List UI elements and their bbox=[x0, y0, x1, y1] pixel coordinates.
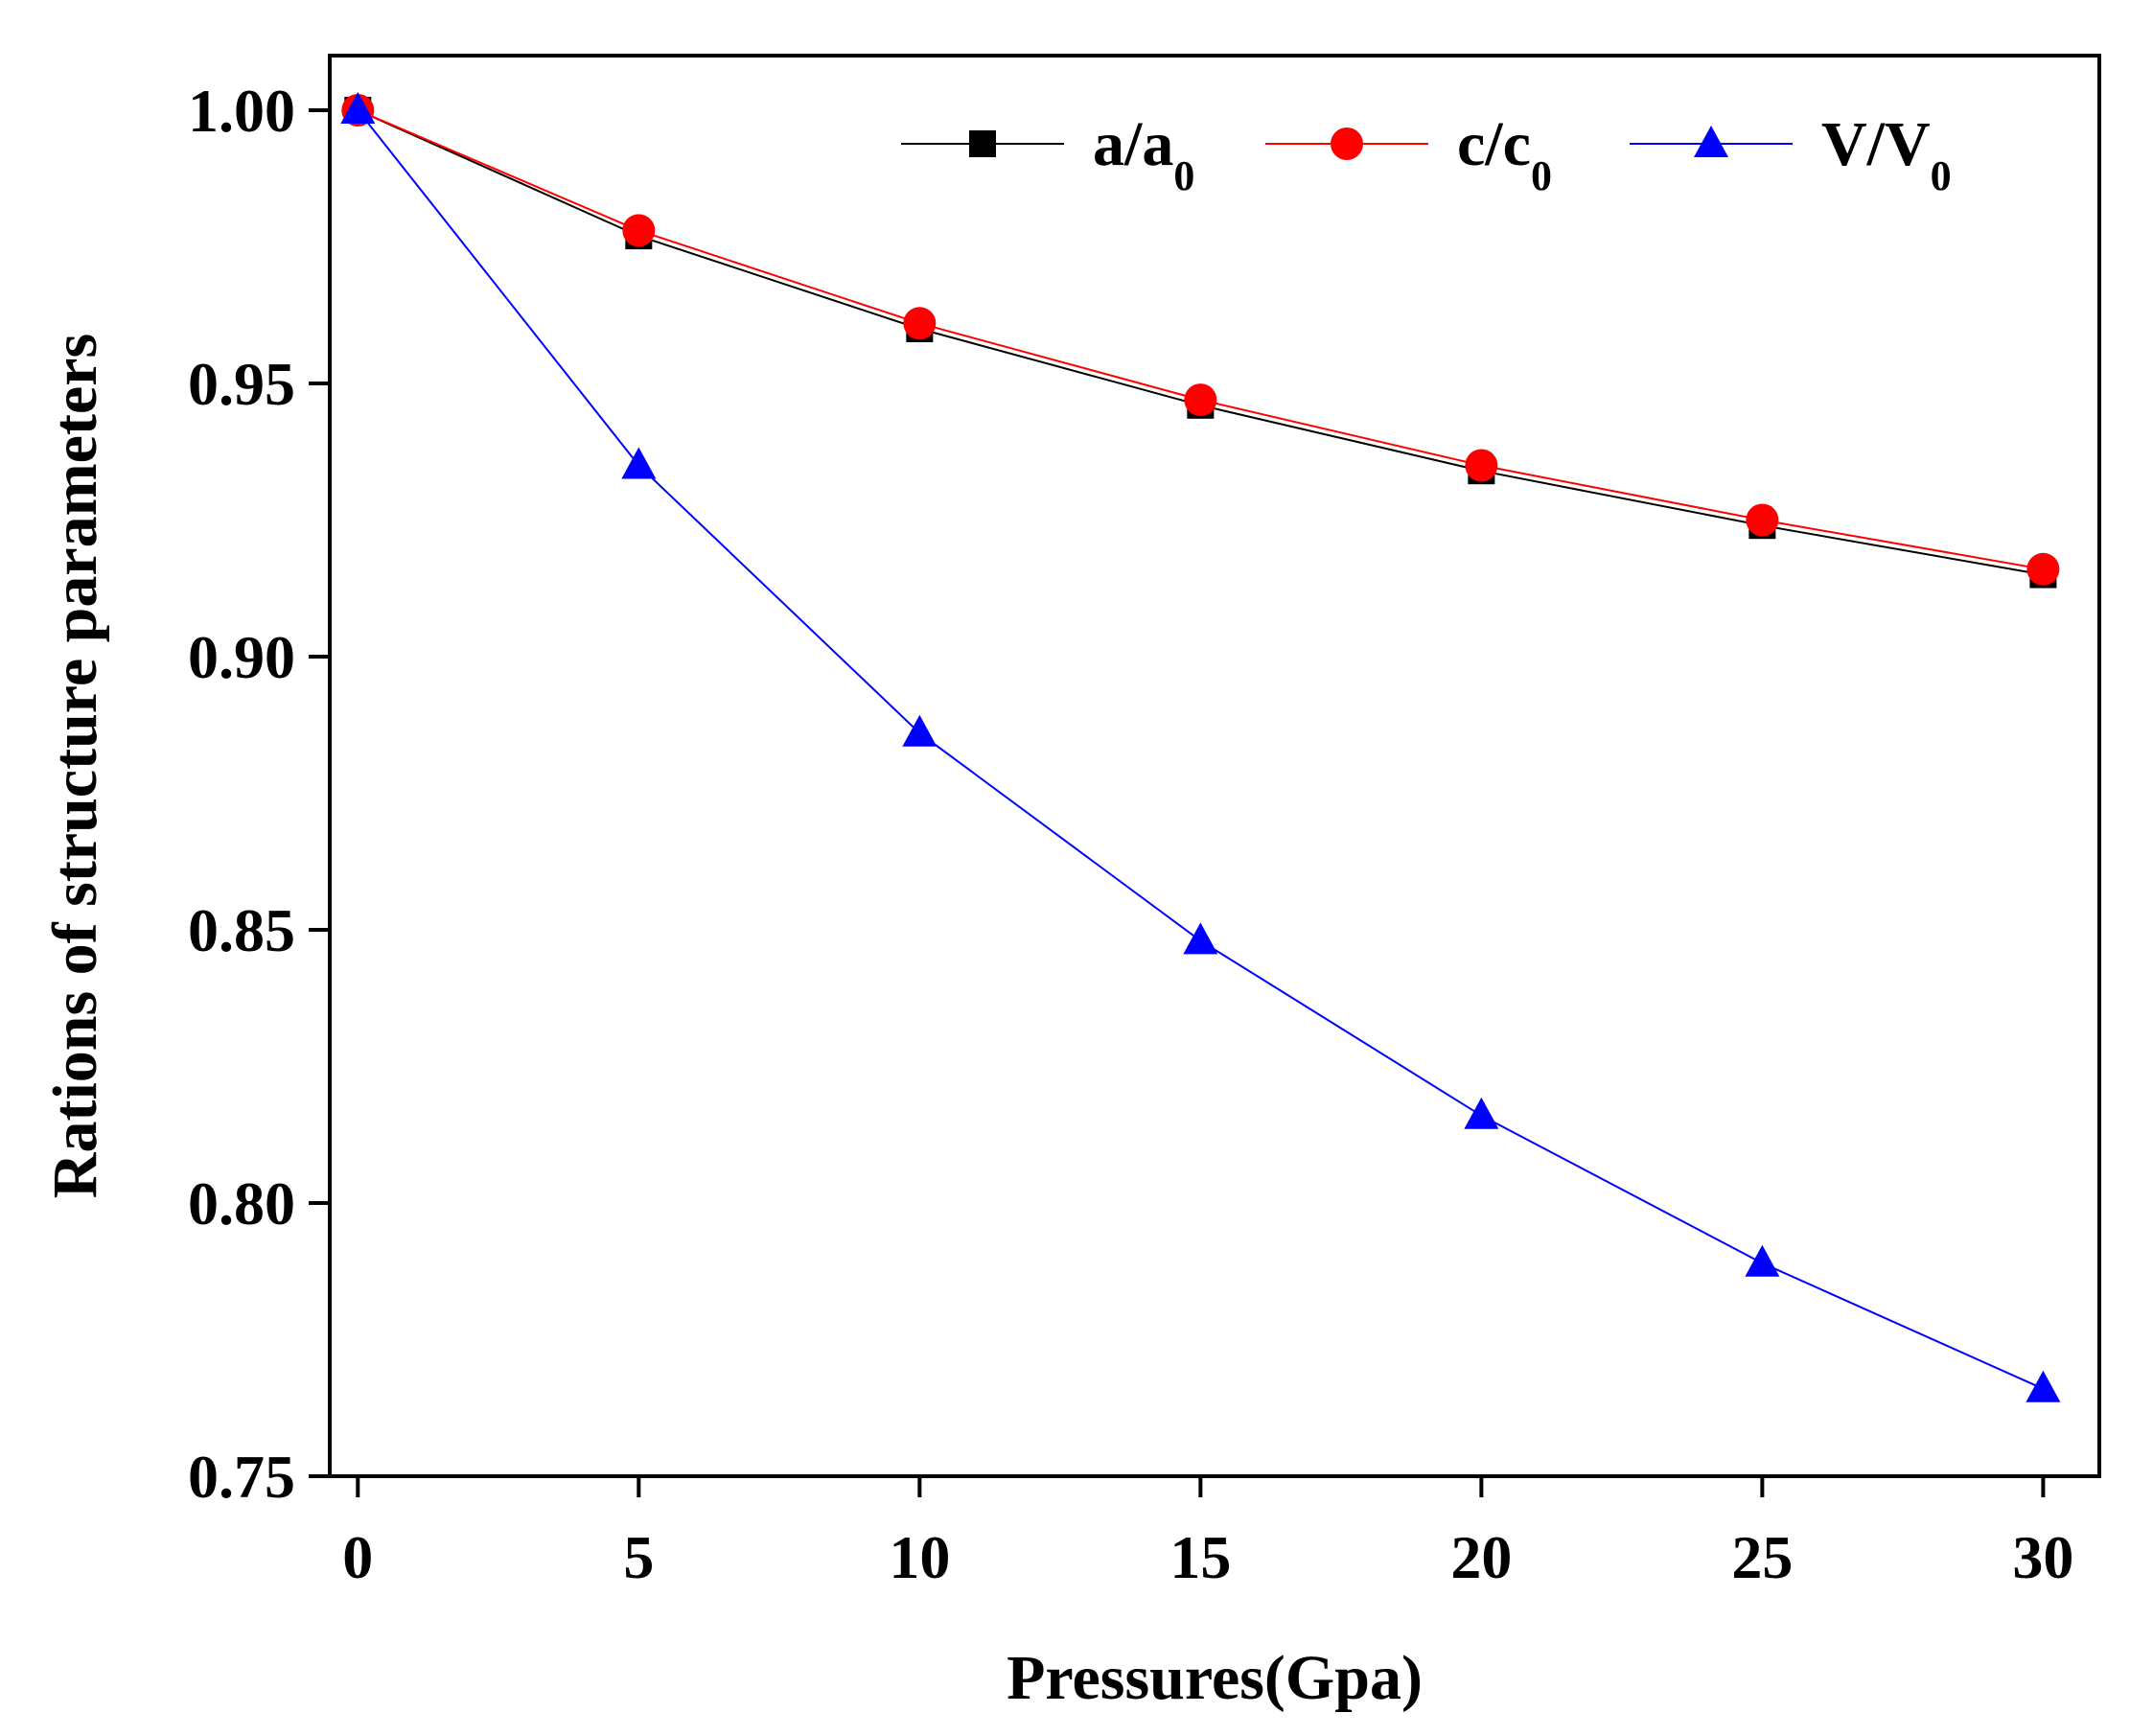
series-line bbox=[357, 109, 2044, 1390]
y-tick-label: 1.00 bbox=[188, 77, 295, 145]
legend-marker bbox=[969, 130, 996, 157]
x-tick-label: 10 bbox=[889, 1523, 950, 1591]
legend: a/a0 c/c0 V/V0 bbox=[901, 109, 1952, 199]
y-tick-label: 0.95 bbox=[188, 350, 295, 418]
series-2 bbox=[340, 92, 2061, 1402]
data-point bbox=[1183, 922, 1218, 955]
x-tick-label: 5 bbox=[623, 1523, 654, 1591]
data-point bbox=[1184, 383, 1217, 417]
legend-label: c/c0 bbox=[1457, 109, 1552, 199]
x-tick-label: 30 bbox=[2012, 1523, 2073, 1591]
legend-label-main: a/a bbox=[1093, 109, 1173, 179]
data-point bbox=[1746, 503, 1779, 537]
legend-label: V/V0 bbox=[1821, 109, 1952, 199]
y-tick-label: 0.85 bbox=[188, 896, 295, 964]
x-tick-label: 15 bbox=[1169, 1523, 1231, 1591]
y-tick-label: 0.90 bbox=[188, 623, 295, 691]
legend-label-subscript: 0 bbox=[1531, 152, 1552, 199]
y-axis: 0.75 0.80 0.85 0.90 0.95 1.00 bbox=[188, 77, 330, 1511]
series-line bbox=[357, 109, 2044, 576]
legend-marker bbox=[1331, 127, 1363, 160]
legend-label-subscript: 0 bbox=[1931, 152, 1952, 199]
legend-entry: c/c0 bbox=[1265, 109, 1552, 199]
y-axis-title: Rations of structure parameters bbox=[40, 334, 110, 1198]
legend-marker bbox=[1694, 126, 1728, 157]
data-point bbox=[1745, 1244, 1780, 1277]
data-point bbox=[903, 307, 937, 340]
data-point bbox=[2026, 552, 2060, 586]
data-point bbox=[1464, 1097, 1499, 1129]
legend-label-subscript: 0 bbox=[1173, 152, 1194, 199]
data-point bbox=[622, 214, 656, 247]
series-0 bbox=[344, 97, 2057, 589]
legend-label-main: V/V bbox=[1821, 109, 1931, 179]
legend-label: a/a0 bbox=[1093, 109, 1194, 199]
x-tick-label: 25 bbox=[1731, 1523, 1793, 1591]
x-axis: 0 5 10 15 20 25 30 bbox=[342, 1476, 2073, 1591]
legend-entry: a/a0 bbox=[901, 109, 1194, 199]
x-tick-label: 0 bbox=[342, 1523, 373, 1591]
data-point bbox=[621, 447, 657, 479]
data-point bbox=[1465, 449, 1498, 482]
data-point bbox=[902, 714, 938, 747]
y-tick-label: 0.80 bbox=[188, 1169, 295, 1238]
y-tick-label: 0.75 bbox=[188, 1443, 295, 1511]
plot-frame bbox=[328, 54, 2101, 1478]
series-line bbox=[357, 109, 2044, 570]
data-point bbox=[2026, 1370, 2061, 1402]
series-1 bbox=[341, 94, 2060, 586]
series-layer bbox=[340, 92, 2061, 1402]
data-point bbox=[340, 92, 376, 124]
legend-label-main: c/c bbox=[1457, 109, 1531, 179]
x-axis-title: Pressures(Gpa) bbox=[1007, 1643, 1423, 1713]
x-tick-label: 20 bbox=[1450, 1523, 1512, 1591]
legend-entry: V/V0 bbox=[1630, 109, 1952, 199]
